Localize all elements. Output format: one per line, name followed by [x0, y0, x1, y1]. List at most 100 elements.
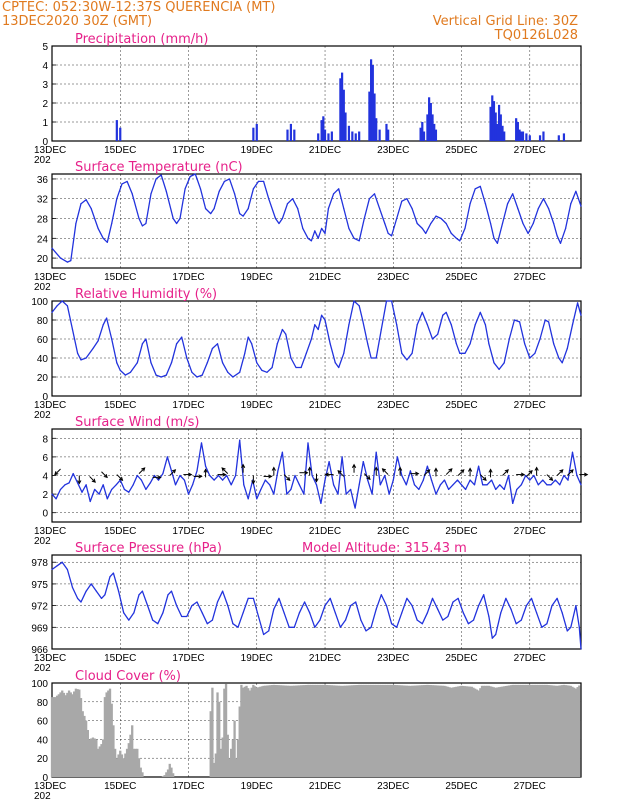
cloud-col-38 — [115, 758, 118, 777]
cloud-col-209 — [462, 685, 465, 777]
cloud-col-78 — [238, 706, 241, 777]
precip-bar-34 — [429, 103, 432, 141]
cloud-col-199 — [445, 686, 448, 777]
wind-point-123 — [576, 474, 578, 477]
cloud-col-271 — [567, 685, 571, 777]
cloud-col-133 — [332, 685, 335, 777]
precip-bar-28 — [387, 129, 390, 141]
cloud-col-111 — [294, 685, 298, 777]
temp-point-8 — [97, 227, 99, 230]
cloud-col-86 — [252, 684, 255, 777]
rh-point-27 — [186, 357, 188, 359]
cloud-col-169 — [393, 684, 397, 777]
cloud-col-36 — [112, 725, 115, 777]
precip-bar-42 — [496, 123, 499, 141]
pressure-point-50 — [298, 612, 301, 614]
rh-point-108 — [576, 302, 579, 304]
temp-point-109 — [580, 205, 582, 207]
wind-point-70 — [350, 488, 352, 491]
temp-point-107 — [570, 203, 572, 205]
cloud-col-69 — [223, 688, 226, 777]
cloud-col-2 — [54, 697, 57, 777]
wind-point-88 — [426, 465, 429, 467]
rh-point-14 — [119, 369, 121, 371]
cloud-col-100 — [276, 685, 279, 777]
precip-bar-30 — [421, 122, 424, 141]
cloud-col-40 — [119, 750, 122, 777]
pressure-point-102 — [561, 612, 563, 614]
cloud-col-0 — [50, 697, 54, 777]
wind-vector-4 — [116, 474, 124, 481]
rh-ytick-3: 60 — [37, 335, 49, 346]
cloud-col-99 — [274, 684, 277, 777]
wind-vector-41 — [556, 469, 564, 476]
rh-point-95 — [513, 319, 516, 321]
wind-point-90 — [435, 493, 437, 495]
pressure-point-25 — [170, 590, 173, 592]
temp-xtick-3: 19DEC — [241, 272, 273, 283]
pressure-ytick-3: 975 — [31, 580, 48, 591]
wind-point-45 — [243, 484, 245, 486]
wind-point-51 — [269, 484, 271, 486]
precip-bar-50 — [520, 131, 523, 141]
cloud-col-229 — [496, 687, 499, 777]
wind-vector-13 — [241, 463, 246, 473]
temp-point-42 — [263, 180, 265, 183]
precip-ytick-5: 5 — [42, 42, 48, 53]
pressure-point-63 — [365, 630, 367, 632]
cloud-col-45 — [127, 743, 130, 777]
temp-ytick-2: 28 — [37, 215, 49, 226]
cloud-col-71 — [226, 734, 229, 777]
cloud-col-228 — [494, 687, 497, 777]
wind-vector-34 — [479, 474, 487, 481]
temp-point-62 — [353, 237, 355, 239]
cloud-col-160 — [378, 684, 381, 777]
pressure-point-86 — [483, 594, 485, 596]
pressure-point-99 — [546, 623, 548, 625]
wind-point-7 — [81, 491, 83, 493]
panel-pressure: 966 969 972 975 978 13DEC 15DEC 17DEC 19DEC 21DEC… — [31, 541, 582, 674]
cloud-col-42 — [122, 758, 125, 777]
pressure-point-3 — [66, 568, 68, 571]
wind-point-98 — [469, 479, 471, 481]
cloud-col-79 — [240, 684, 243, 777]
cloud-col-208 — [460, 685, 463, 777]
cloud-col-181 — [414, 685, 417, 777]
temp-xtick-2: 17DEC — [172, 272, 204, 283]
precip-bar-48 — [516, 122, 519, 141]
rh-point-32 — [211, 347, 214, 350]
cloud-col-136 — [337, 685, 340, 777]
cloud-col-56 — [165, 772, 168, 777]
pressure-point-81 — [457, 597, 459, 599]
wind-title: Surface Wind (m/s) — [75, 415, 199, 430]
pressure-point-10 — [100, 597, 103, 599]
wind-point-106 — [503, 488, 505, 491]
wind-point-54 — [281, 451, 283, 453]
pressure-title: Surface Pressure (hPa) — [75, 541, 222, 556]
cloud-col-70 — [224, 683, 228, 777]
pressure-point-29 — [191, 605, 193, 607]
temp-point-59 — [338, 188, 340, 190]
wind-point-111 — [525, 474, 527, 477]
cloud-col-187 — [424, 684, 427, 777]
temp-ytick-4: 36 — [37, 175, 49, 186]
cloud-col-218 — [477, 690, 480, 777]
wind-point-68 — [341, 456, 343, 458]
wind-point-27 — [166, 456, 168, 458]
temp-point-40 — [252, 188, 254, 190]
precip-bar-41 — [494, 112, 497, 141]
temp-point-44 — [274, 217, 277, 220]
pressure-point-94 — [520, 619, 522, 621]
temp-point-13 — [121, 183, 123, 185]
pressure-point-77 — [437, 608, 439, 610]
precip-bar-31 — [422, 131, 426, 141]
pressure-point-4 — [71, 586, 74, 589]
cloud-col-277 — [578, 685, 581, 777]
rh-point-60 — [343, 352, 345, 354]
rh-xtick-5: 23DEC — [377, 400, 409, 411]
wind-point-49 — [260, 488, 262, 491]
pressure-point-100 — [551, 605, 553, 607]
cloud-xtick-4: 21DEC — [309, 781, 341, 792]
pressure-point-58 — [339, 626, 341, 628]
temp-point-4 — [75, 222, 77, 225]
